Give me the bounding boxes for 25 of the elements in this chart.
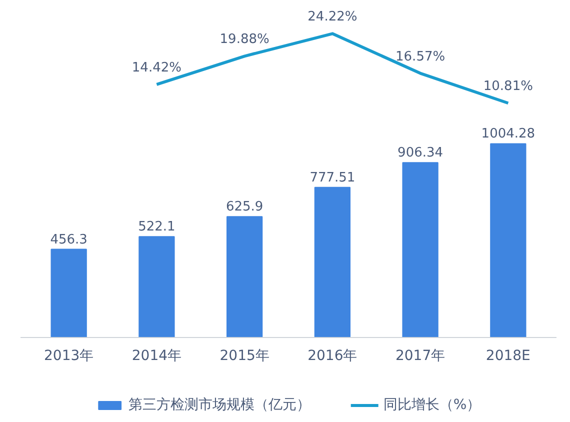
legend-label: 同比增长（%） <box>383 396 481 414</box>
data-label: 522.1 <box>138 220 176 235</box>
bar <box>402 162 438 338</box>
data-label: 19.88% <box>220 32 270 48</box>
bar <box>226 216 263 338</box>
data-label: 1004.28 <box>481 126 536 142</box>
x-tick-label: 2014年 <box>132 348 182 364</box>
data-label: 16.57% <box>396 49 446 64</box>
data-label: 777.51 <box>310 170 356 186</box>
data-label: 625.9 <box>226 200 264 215</box>
bar <box>138 236 175 338</box>
data-label: 14.42% <box>132 60 182 76</box>
x-tick-label: 2016年 <box>308 348 358 364</box>
x-tick-label: 2013年 <box>44 348 94 364</box>
data-label: 456.3 <box>50 232 88 248</box>
data-label: 24.22% <box>308 10 358 25</box>
x-tick-label: 2017年 <box>395 348 446 364</box>
legend-label: 第三方检测市场规模（亿元） <box>128 396 310 414</box>
x-tick-label: 2018E <box>486 348 530 364</box>
bar <box>314 186 351 338</box>
x-tick-label: 2015年 <box>220 348 270 364</box>
bar <box>490 143 526 338</box>
data-label: 10.81% <box>483 79 533 94</box>
data-label: 906.34 <box>398 146 444 161</box>
bar <box>50 248 87 338</box>
